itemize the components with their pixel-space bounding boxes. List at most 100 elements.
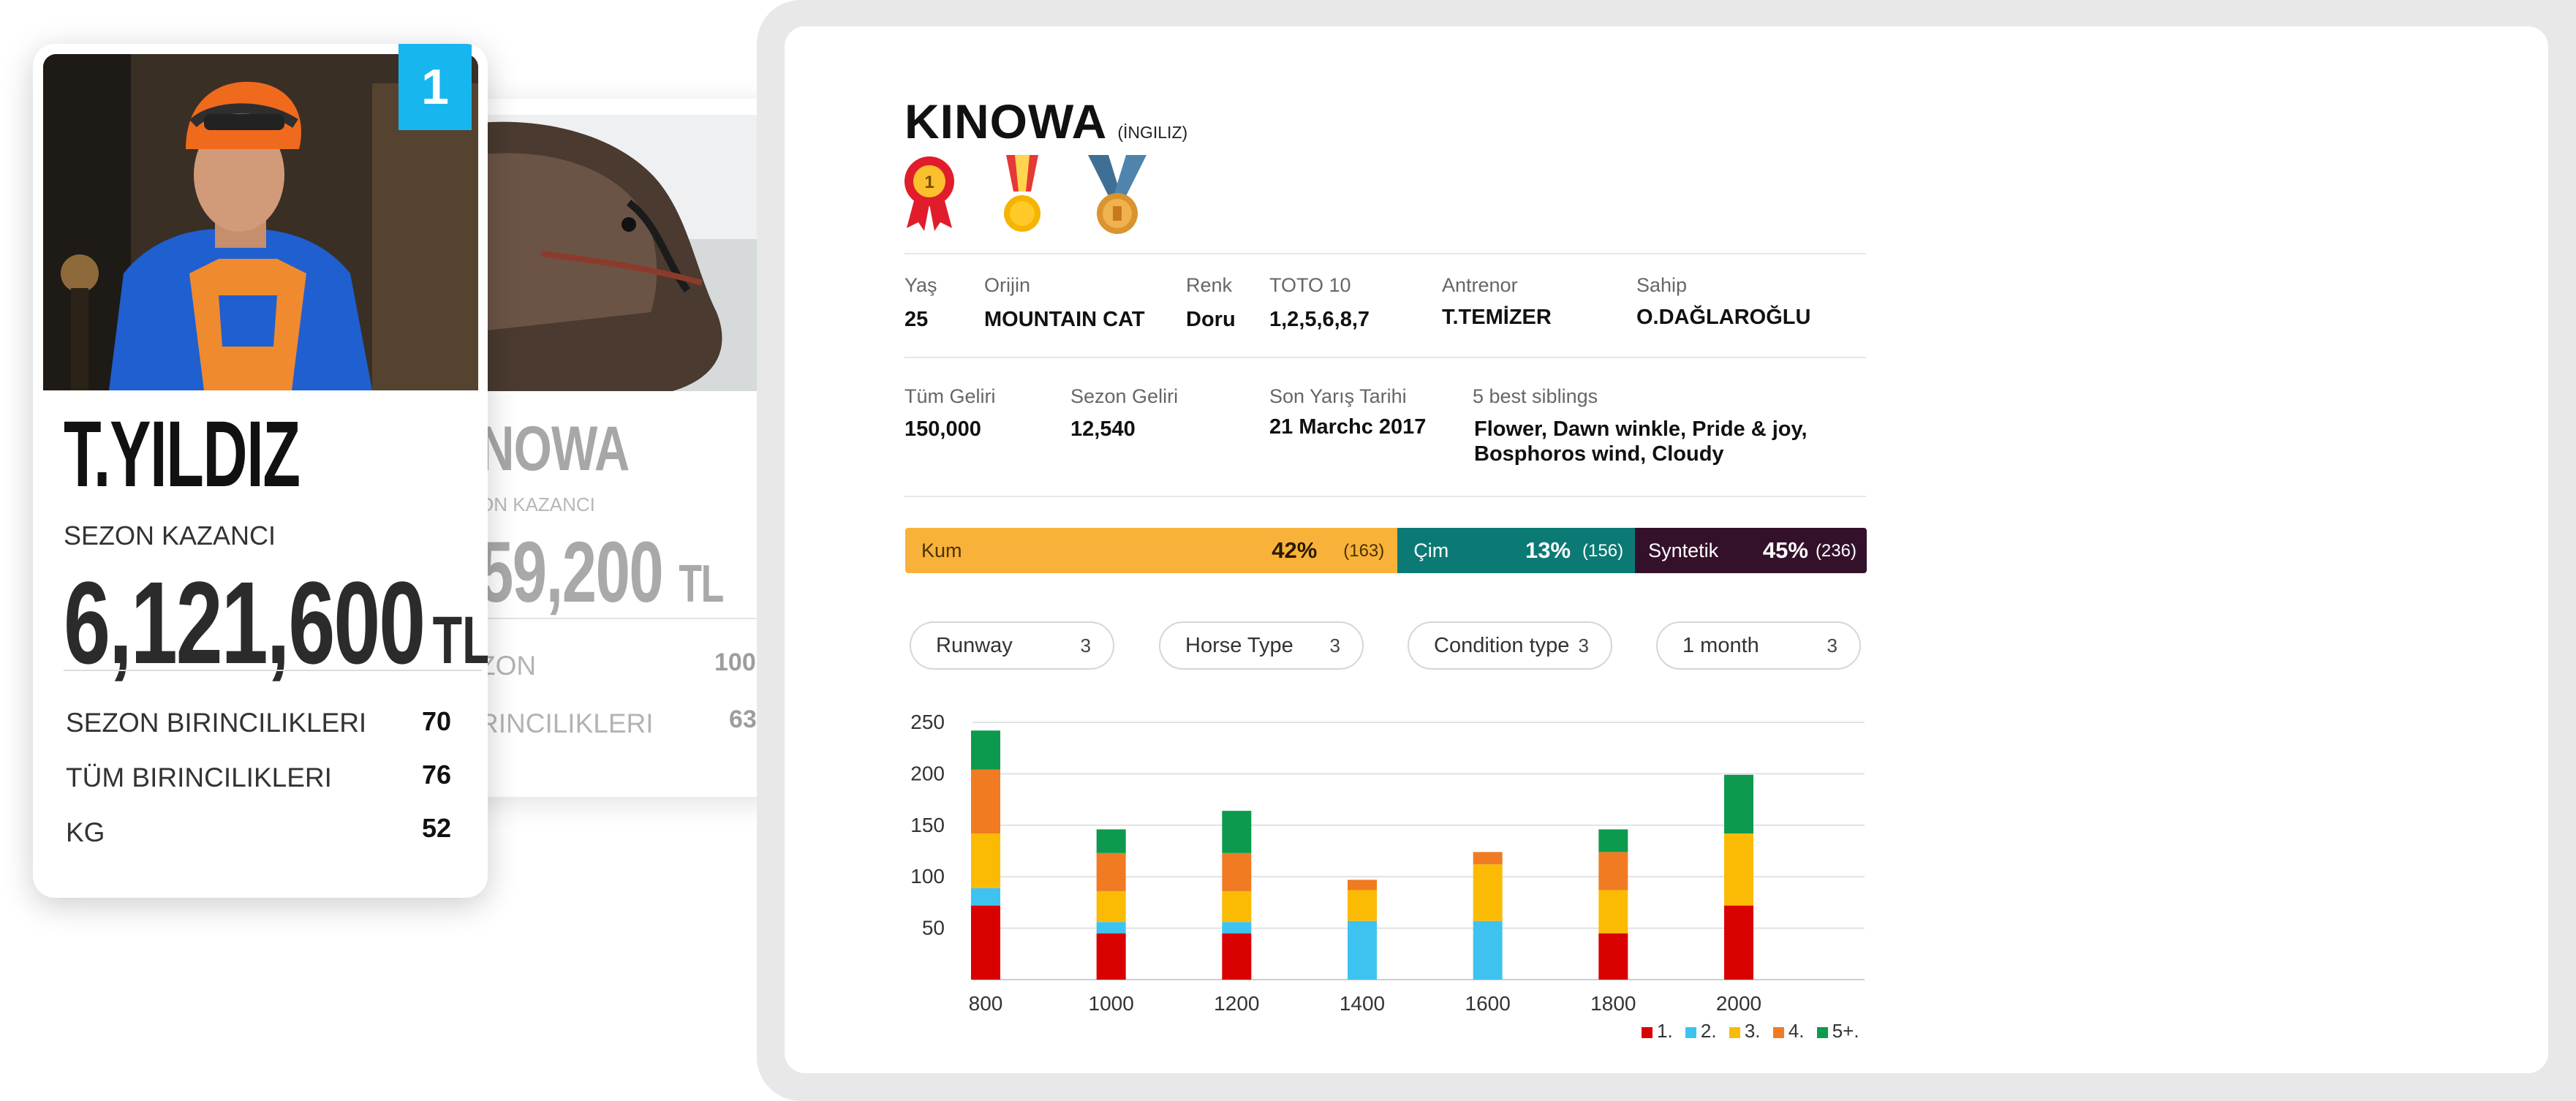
stat-value: 70: [421, 706, 451, 736]
x-tick-label: 1200: [1214, 992, 1259, 1015]
bar-segment: [1473, 852, 1503, 865]
divider: [64, 670, 482, 671]
legend-item: 2.: [1685, 1020, 1717, 1043]
filter-runway[interactable]: Runway 3: [910, 621, 1114, 670]
bar-segment: [1724, 774, 1753, 834]
amount-unit: TL: [432, 603, 488, 678]
filter-count: 3: [1080, 635, 1091, 657]
chart-legend: 1. 2. 3. 4. 5+.: [1642, 1020, 1867, 1043]
legend-item: 3.: [1729, 1020, 1761, 1043]
rosette-icon: 1: [902, 155, 956, 235]
field-value-age: 25: [904, 308, 929, 331]
jockey-photo: [43, 54, 478, 390]
surface-segment-kum: Kum 42% (163): [905, 528, 1398, 573]
bar-segment: [1598, 933, 1628, 980]
filter-label: Horse Type: [1185, 634, 1293, 657]
amount-unit: TL: [679, 555, 724, 613]
divider: [461, 618, 819, 619]
stat-value: 100: [714, 648, 756, 676]
y-tick-label: 150: [910, 814, 945, 836]
bar-segment: [1348, 879, 1377, 890]
filter-count: 3: [1329, 635, 1340, 657]
filter-condition-type[interactable]: Condition type 3: [1408, 621, 1612, 670]
bar-segment: [1598, 829, 1628, 852]
filter-period[interactable]: 1 month 3: [1656, 621, 1861, 670]
field-label-origin: Orijin: [984, 274, 1031, 296]
field-value-last-race: 21 Marchc 2017: [1269, 415, 1427, 439]
bar-segment: [1096, 852, 1126, 891]
surface-distribution-bar: Kum 42% (163) Çim 13% (156) Syntetik 45%…: [905, 528, 1867, 573]
surface-label: Çim: [1413, 540, 1449, 561]
stat-value: 52: [421, 813, 451, 843]
surface-count: (163): [1343, 541, 1385, 561]
horse-breed: (İNGILIZ): [1117, 123, 1188, 142]
bar-segment: [1348, 920, 1377, 980]
bar-segment: [971, 769, 1000, 834]
bar-segment: [1724, 905, 1753, 980]
amount-value: 6,121,600: [64, 557, 426, 688]
season-earnings-label: SEZON KAZANCI: [64, 521, 276, 550]
bar-segment: [1222, 852, 1252, 891]
horse-title: KINOWA (İNGILIZ): [904, 94, 1187, 149]
bar-segment: [1598, 852, 1628, 890]
bar-segment: [971, 905, 1000, 980]
filter-label: Condition type: [1434, 634, 1570, 657]
field-value-color: Doru: [1186, 308, 1236, 331]
bar-segment: [1598, 890, 1628, 934]
surface-label: Kum: [921, 540, 962, 561]
field-label-color: Renk: [1186, 274, 1233, 296]
bar-segment: [1348, 890, 1377, 921]
surface-count: (236): [1815, 541, 1857, 561]
stat-value: 63: [729, 705, 757, 733]
legend-item: 1.: [1642, 1020, 1673, 1043]
bar-segment: [1473, 864, 1503, 921]
field-label-owner: Sahip: [1636, 274, 1688, 296]
amount-value: 59,200: [479, 524, 664, 621]
x-tick-label: 800: [969, 992, 1003, 1015]
surface-count: (156): [1582, 541, 1624, 561]
x-tick-label: 1600: [1465, 992, 1511, 1015]
y-tick-label: 200: [910, 762, 945, 784]
field-label-age: Yaş: [904, 274, 937, 296]
field-label-last-race: Son Yarış Tarihi: [1269, 385, 1407, 407]
legend-item: 5+.: [1816, 1020, 1859, 1043]
bronze-medal-icon: [1088, 155, 1147, 241]
field-label-season-income: Sezon Geliri: [1070, 385, 1179, 407]
filter-count: 3: [1827, 635, 1837, 657]
horse-name: NOWA: [479, 414, 630, 484]
bar-segment: [1222, 811, 1252, 853]
season-earnings-amount: 6,121,600 TL: [64, 556, 488, 690]
stat-label: ZON: [479, 651, 537, 681]
stat-label: KG: [66, 817, 105, 847]
bar-segment: [971, 833, 1000, 888]
stat-label: RINCILIKLERI: [479, 708, 654, 738]
field-value-trainer: T.TEMİZER: [1442, 306, 1552, 329]
divider: [904, 357, 1866, 358]
divider: [904, 496, 1866, 497]
surface-percent: 13%: [1525, 537, 1571, 563]
field-value-total-income: 150,000: [904, 417, 981, 441]
field-value-season-income: 12,540: [1070, 417, 1136, 441]
bar-segment: [971, 730, 1000, 770]
field-label-trainer: Antrenor: [1442, 274, 1518, 296]
season-earnings-label: ON KAZANCI: [479, 493, 595, 515]
stat-value: 76: [421, 760, 451, 790]
y-tick-label: 50: [922, 917, 945, 939]
jockey-card[interactable]: 1 T.YILDIZ SEZON KAZANCI 6,121,600 TL SEZ…: [33, 44, 488, 898]
red-ribbon-medal-icon: [1002, 155, 1043, 241]
field-label-total-income: Tüm Geliri: [904, 385, 996, 407]
field-value-owner: O.DAĞLAROĞLU: [1636, 306, 1811, 329]
bar-segment: [1096, 890, 1126, 923]
horse-title-name: KINOWA: [904, 94, 1108, 148]
bar-segment: [1096, 922, 1126, 934]
field-value-origin: MOUNTAIN CAT: [984, 308, 1145, 331]
x-tick-label: 1800: [1590, 992, 1636, 1015]
bar-segment: [1724, 833, 1753, 906]
filter-horse-type[interactable]: Horse Type 3: [1159, 621, 1364, 670]
bar-segment: [1222, 922, 1252, 934]
surface-label: Syntetik: [1648, 540, 1719, 561]
bar-segment: [1096, 829, 1126, 853]
surface-percent: 42%: [1272, 537, 1318, 563]
field-label-toto: TOTO 10: [1269, 274, 1351, 296]
y-tick-label: 250: [910, 711, 945, 733]
